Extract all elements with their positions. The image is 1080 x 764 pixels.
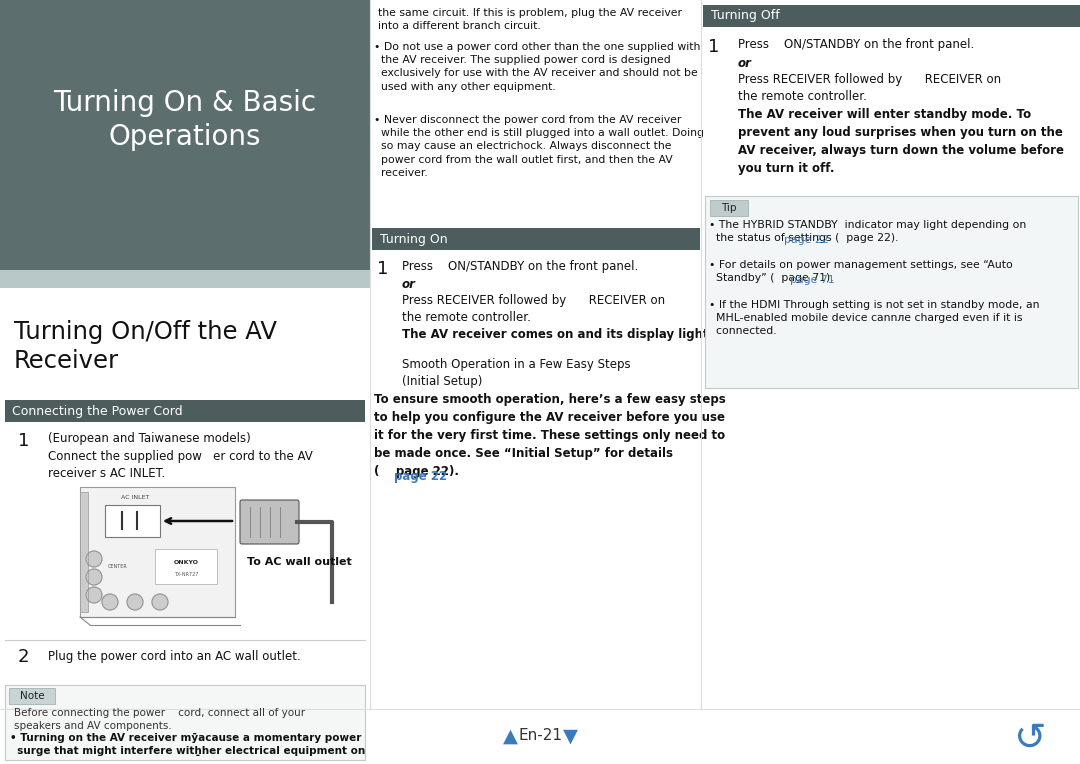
Text: or: or [402, 278, 416, 291]
Text: AC INLET: AC INLET [121, 495, 149, 500]
Text: Note: Note [19, 691, 44, 701]
Text: • For details on power management settings, see “Auto
  Standby” (  page 71).: • For details on power management settin… [708, 260, 1013, 283]
FancyBboxPatch shape [0, 0, 370, 270]
FancyBboxPatch shape [156, 549, 217, 584]
Text: (European and Taiwanese models): (European and Taiwanese models) [48, 432, 251, 445]
Text: Turning On/Off the AV
Receiver: Turning On/Off the AV Receiver [14, 320, 276, 373]
Text: • Turning on the AV receiver mȳacause a momentary power
  surge that might inter: • Turning on the AV receiver mȳacause a … [10, 733, 365, 756]
Text: page 22: page 22 [784, 235, 828, 245]
FancyBboxPatch shape [710, 200, 748, 216]
Text: • If the HDMI Through setting is not set in standby mode, an
  MHL-enabled mobil: • If the HDMI Through setting is not set… [708, 300, 1039, 336]
Text: page 22: page 22 [394, 470, 447, 483]
Text: • Never disconnect the power cord from the AV receiver
  while the other end is : • Never disconnect the power cord from t… [374, 115, 704, 178]
FancyBboxPatch shape [5, 400, 365, 422]
Text: En-21: En-21 [518, 729, 562, 743]
FancyBboxPatch shape [703, 5, 1080, 27]
Text: Press RECEIVER followed by      RECEIVER on
the remote controller.: Press RECEIVER followed by RECEIVER on t… [402, 294, 665, 324]
Text: Before connecting the power    cord, connect all of your
speakers and AV compone: Before connecting the power cord, connec… [14, 708, 306, 731]
Text: 1: 1 [377, 260, 389, 278]
Text: Connect the supplied pow   er cord to the AV
receiver s AC INLET.: Connect the supplied pow er cord to the … [48, 450, 313, 480]
Text: ↺: ↺ [1014, 720, 1047, 758]
Text: • Do not use a power cord other than the one supplied with
  the AV receiver. Th: • Do not use a power cord other than the… [374, 42, 700, 92]
FancyBboxPatch shape [5, 685, 365, 760]
Text: Press    ON/STANDBY on the front panel.: Press ON/STANDBY on the front panel. [738, 38, 974, 51]
Text: TX-NR727: TX-NR727 [174, 572, 199, 578]
Text: To AC wall outlet: To AC wall outlet [247, 557, 352, 567]
Text: the same circuit. If this іs problem, plug the AV receiver
into a different bran: the same circuit. If this іs problem, pl… [378, 8, 681, 31]
Circle shape [86, 587, 102, 603]
Text: The AV receiver will enter standby mode. To
prevent any loud surprises when you : The AV receiver will enter standby mode.… [738, 108, 1064, 175]
FancyBboxPatch shape [240, 500, 299, 544]
Text: Smooth Operation in a Few Easy Steps
(Initial Setup): Smooth Operation in a Few Easy Steps (In… [402, 358, 631, 388]
Text: 2: 2 [18, 648, 29, 666]
Text: Tip: Tip [721, 203, 737, 213]
Text: The AV receiver comes on and its display lights.: The AV receiver comes on and its display… [402, 328, 720, 341]
Text: CENTER: CENTER [108, 565, 127, 569]
FancyBboxPatch shape [105, 505, 160, 537]
FancyBboxPatch shape [0, 270, 370, 288]
Text: 1: 1 [708, 38, 719, 56]
Text: Connecting the Power Cord: Connecting the Power Cord [12, 404, 183, 417]
Circle shape [86, 569, 102, 585]
Circle shape [86, 551, 102, 567]
FancyBboxPatch shape [705, 196, 1078, 388]
Text: or: or [738, 57, 752, 70]
FancyBboxPatch shape [9, 688, 55, 704]
Text: 1: 1 [18, 432, 29, 450]
Circle shape [102, 594, 118, 610]
Text: Turning On: Turning On [380, 232, 447, 245]
FancyBboxPatch shape [80, 492, 87, 612]
FancyBboxPatch shape [372, 228, 700, 250]
Text: Turning On & Basic
Operations: Turning On & Basic Operations [53, 89, 316, 151]
Text: Plug the power cord into an AC wall outlet.: Plug the power cord into an AC wall outl… [48, 650, 300, 663]
Text: • The HYBRID STANDBY  indicator may light depending on
  the status of settings : • The HYBRID STANDBY indicator may light… [708, 220, 1026, 243]
Text: page 71: page 71 [789, 275, 835, 285]
Text: Press    ON/STANDBY on the front panel.: Press ON/STANDBY on the front panel. [402, 260, 638, 273]
Text: To ensure smooth operation, here’s a few easy steps
to help you configure the AV: To ensure smooth operation, here’s a few… [374, 393, 726, 478]
Text: Press RECEIVER followed by      RECEIVER on
the remote controller.: Press RECEIVER followed by RECEIVER on t… [738, 73, 1001, 103]
Circle shape [127, 594, 143, 610]
Text: ONKYO: ONKYO [174, 561, 199, 565]
FancyBboxPatch shape [80, 487, 235, 617]
Text: ▲: ▲ [502, 727, 517, 746]
Circle shape [152, 594, 168, 610]
Text: ▼: ▼ [563, 727, 578, 746]
Text: Turning Off: Turning Off [711, 9, 780, 22]
